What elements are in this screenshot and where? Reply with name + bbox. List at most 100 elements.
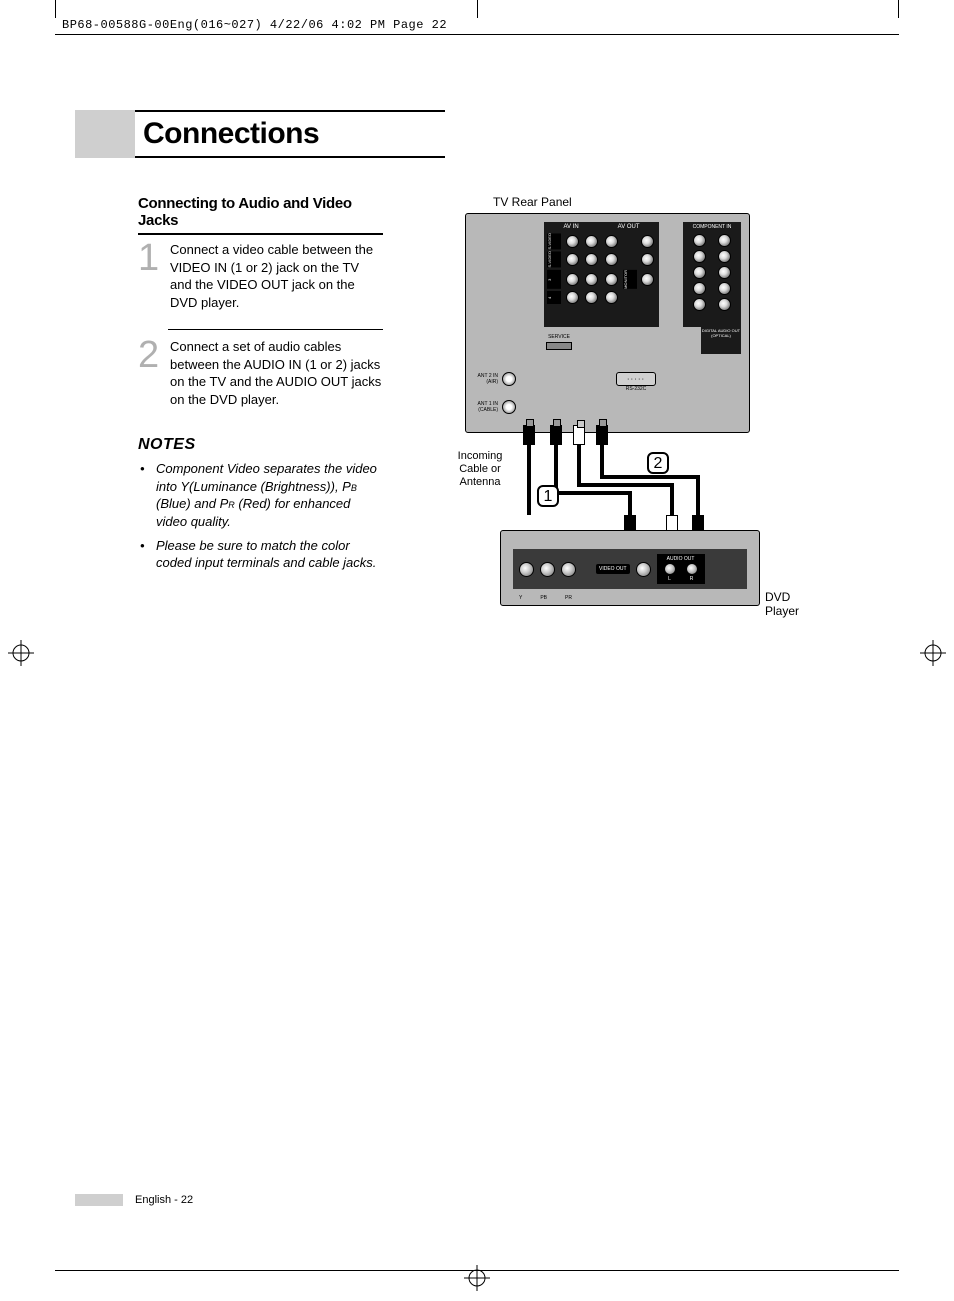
cable-icon [600,445,604,477]
tv-rear-panel: AV IN AV OUT S-VIDEO S-VIDEO 3 [465,213,750,433]
jack-icon [540,562,555,577]
jack-icon [693,282,706,295]
step-2-number: 2 [138,338,170,408]
mon-label: MONITOR [623,270,637,289]
jack-icon [641,235,654,248]
jack-icon [566,291,579,304]
dvd-player-panel: VIDEO OUT AUDIO OUT L R Y PB PR [500,530,760,606]
r-label: R [690,576,694,582]
jack-icon [693,298,706,311]
jack-icon [686,563,698,575]
jack-icon [585,291,598,304]
service-block: SERVICE [544,334,574,352]
note-2: Please be sure to match the color coded … [138,537,383,572]
cable-icon [554,491,630,495]
step-2: 2 Connect a set of audio cables between … [138,338,383,408]
note-1: Component Video separates the video into… [138,460,383,530]
callout-1: 1 [537,485,559,507]
jack-icon [605,235,618,248]
component-in-block: COMPONENT IN [683,222,741,327]
cable-icon [696,475,700,519]
video-out-label: VIDEO OUT [596,564,630,574]
incoming-cable-label: Incoming Cable or Antenna [445,450,515,490]
jack-icon [605,291,618,304]
crop-mark-right [898,0,899,18]
step-1: 1 Connect a video cable between the VIDE… [138,241,383,311]
av-in-label: AV IN [563,224,578,230]
audio-l-plug-top-icon [573,425,585,445]
sv-1-label: S-VIDEO [547,233,561,249]
tv-rear-panel-label: TV Rear Panel [493,195,800,209]
y-label: Y [519,595,522,601]
callout-2: 2 [647,452,669,474]
section-title-block: Connections [75,110,445,158]
jack-icon [693,266,706,279]
crop-mark-left [55,0,56,18]
dvd-jack-strip: VIDEO OUT AUDIO OUT L R [513,549,747,589]
notes-heading: NOTES [138,436,383,454]
ant2-label: ANT 2 IN (AIR) [468,374,498,385]
print-header: BP68-00588G-00Eng(016~027) 4/22/06 4:02 … [62,18,447,32]
jack-icon [519,562,534,577]
cable-icon [527,445,531,515]
step-2-text: Connect a set of audio cables between th… [170,338,383,408]
jack-icon [585,253,598,266]
audio-out-label: AUDIO OUT [667,556,695,562]
registration-mark-right [920,640,946,666]
left-column: Connecting to Audio and Video Jacks 1 Co… [138,195,383,578]
registration-mark-bottom [464,1265,490,1291]
cable-icon [577,445,581,485]
header-rule [55,34,899,35]
registration-mark-left [8,640,34,666]
jack-icon [636,562,651,577]
rs232-port-icon [616,372,656,386]
jack-icon [561,562,576,577]
jack-icon [566,235,579,248]
rs232-block: RS-232C [616,372,656,392]
jack-icon [718,250,731,263]
title-grey-bar [75,110,135,158]
cable-icon [600,475,698,479]
connection-diagram: TV Rear Panel AV IN AV OUT S-VIDEO S-VID… [455,195,800,433]
notes-list: Component Video separates the video into… [138,460,383,571]
step-1-number: 1 [138,241,170,311]
jack-icon [585,273,598,286]
jack-icon [718,282,731,295]
av-in-block: AV IN AV OUT S-VIDEO S-VIDEO 3 [544,222,659,327]
rs232-label: RS-232C [626,386,647,392]
jack-icon [718,266,731,279]
pb-label: PB [540,595,547,601]
jack-icon [605,253,618,266]
ant1-jack-icon [502,400,516,414]
jack-icon [693,234,706,247]
step-divider [168,329,383,330]
component-in-label: COMPONENT IN [683,222,741,232]
jack-icon [718,234,731,247]
title-box: Connections [135,110,445,158]
crop-mark-top [477,0,478,18]
jack-icon [693,250,706,263]
jack-icon [605,273,618,286]
jack-icon [641,253,654,266]
cable-icon [670,483,674,519]
page-footer: English - 22 [75,1194,193,1206]
dvd-player-label: DVD Player [765,590,800,618]
ant2-jack-icon [502,372,516,386]
sv-2-label: S-VIDEO [547,251,561,267]
jack-icon [566,253,579,266]
av4-label: 4 [547,291,561,304]
service-label: SERVICE [548,334,570,340]
audio-r-plug-top-icon [596,425,608,445]
section-title: Connections [143,117,319,151]
footer-text: English - 22 [135,1194,193,1206]
service-slot-icon [546,342,572,350]
jack-icon [641,273,654,286]
av-out-label: AV OUT [618,224,640,230]
pr-label: PR [565,595,572,601]
jack-icon [664,563,676,575]
video-plug-top-icon [550,425,562,445]
ant1-label: ANT 1 IN (CABLE) [468,402,498,413]
jack-icon [718,298,731,311]
step-1-text: Connect a video cable between the VIDEO … [170,241,383,311]
l-label: L [668,576,671,582]
